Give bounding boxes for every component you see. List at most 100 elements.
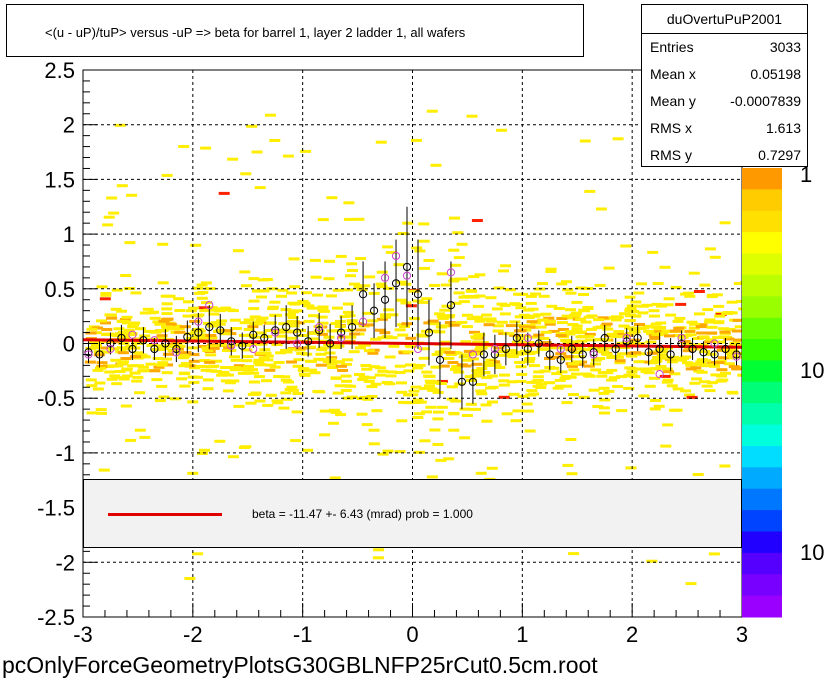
- density-cell: [418, 222, 430, 226]
- density-cell: [624, 319, 636, 323]
- density-cell: [685, 367, 697, 371]
- density-cell: [476, 346, 488, 350]
- density-cell: [256, 351, 267, 355]
- data-point-black: [479, 350, 488, 359]
- density-cell: [86, 327, 98, 331]
- density-cell: [238, 333, 250, 337]
- density-cell: [474, 294, 486, 298]
- density-cell: [683, 291, 694, 295]
- density-cell: [536, 382, 548, 386]
- density-cell: [436, 315, 448, 318]
- density-cell: [330, 410, 342, 414]
- data-point-black: [402, 262, 412, 272]
- density-cell: [486, 374, 498, 378]
- density-cell: [426, 109, 438, 113]
- palette-band: [742, 424, 782, 447]
- density-cell: [106, 196, 118, 200]
- density-cell: [309, 258, 321, 262]
- density-cell: [496, 128, 508, 132]
- density-cell: [481, 376, 493, 380]
- density-cell: [485, 296, 497, 300]
- density-cell: [566, 472, 578, 476]
- density-cell: [468, 295, 480, 298]
- data-point-magenta: [128, 330, 137, 339]
- y-tick-label: -0.5: [37, 386, 75, 411]
- density-cell: [439, 308, 451, 312]
- palette-band: [742, 531, 782, 554]
- density-cell: [678, 356, 689, 360]
- density-cell: [561, 401, 573, 405]
- data-point-black: [117, 333, 126, 343]
- density-cell: [527, 325, 539, 329]
- density-cell: [571, 360, 583, 364]
- density-cell: [165, 344, 177, 348]
- palette-band: [742, 296, 782, 319]
- density-cell: [429, 283, 441, 287]
- data-point-black: [644, 348, 653, 357]
- density-cell: [652, 282, 664, 285]
- density-cell: [483, 323, 495, 327]
- density-cell: [647, 250, 659, 254]
- density-cell: [162, 352, 174, 356]
- density-cell: [213, 344, 225, 348]
- density-cell: [525, 393, 537, 397]
- density-cell: [408, 289, 420, 293]
- y-tick-label: 1.5: [44, 167, 75, 192]
- density-cell: [504, 288, 516, 292]
- density-cell: [337, 369, 349, 372]
- density-cell: [465, 402, 477, 406]
- palette-label: 10: [800, 358, 824, 383]
- density-cell: [180, 351, 192, 355]
- density-cell: [366, 385, 378, 389]
- density-cell: [122, 321, 133, 325]
- density-cell: [368, 442, 380, 446]
- density-cell: [241, 359, 253, 363]
- palette-band: [742, 488, 782, 511]
- density-cell: [583, 334, 595, 338]
- density-cell: [359, 343, 371, 347]
- density-cell: [161, 325, 173, 329]
- density-cell: [443, 356, 455, 360]
- density-cell: [654, 348, 666, 352]
- density-cell: [240, 172, 252, 176]
- density-cell: [138, 365, 149, 369]
- density-cell: [525, 301, 537, 305]
- density-cell: [684, 329, 696, 333]
- density-cell: [697, 343, 709, 347]
- density-cell: [354, 373, 365, 376]
- density-cell: [614, 359, 626, 363]
- data-point-black: [413, 290, 423, 299]
- density-cell: [645, 340, 657, 344]
- density-cell: [250, 391, 262, 395]
- density-cell: [421, 297, 433, 301]
- density-cell: [695, 360, 707, 364]
- density-cell: [583, 315, 595, 319]
- density-cell: [173, 297, 185, 301]
- density-cell: [704, 389, 716, 393]
- density-cell: [242, 355, 254, 359]
- density-cell: [514, 360, 526, 364]
- density-cell: [532, 375, 544, 379]
- density-cell: [606, 368, 618, 372]
- density-cell: [560, 339, 572, 342]
- density-cell: [555, 334, 567, 338]
- density-cell: [600, 346, 612, 350]
- density-cell: [461, 325, 473, 329]
- density-cell: [157, 329, 169, 332]
- density-cell: [444, 350, 456, 354]
- density-cell: [217, 308, 229, 312]
- palette-band: [742, 317, 782, 340]
- density-cell: [706, 381, 718, 385]
- density-cell: [412, 366, 424, 370]
- density-cell: [298, 334, 310, 337]
- density-cell: [221, 329, 233, 333]
- density-cell: [324, 259, 335, 263]
- density-cell: [562, 288, 574, 292]
- density-cell: [396, 419, 408, 423]
- density-cell: [252, 289, 263, 293]
- density-cell: [505, 324, 517, 328]
- density-cell: [288, 324, 300, 328]
- density-cell: [714, 340, 726, 344]
- density-cell: [428, 322, 440, 326]
- density-cell: [483, 361, 495, 364]
